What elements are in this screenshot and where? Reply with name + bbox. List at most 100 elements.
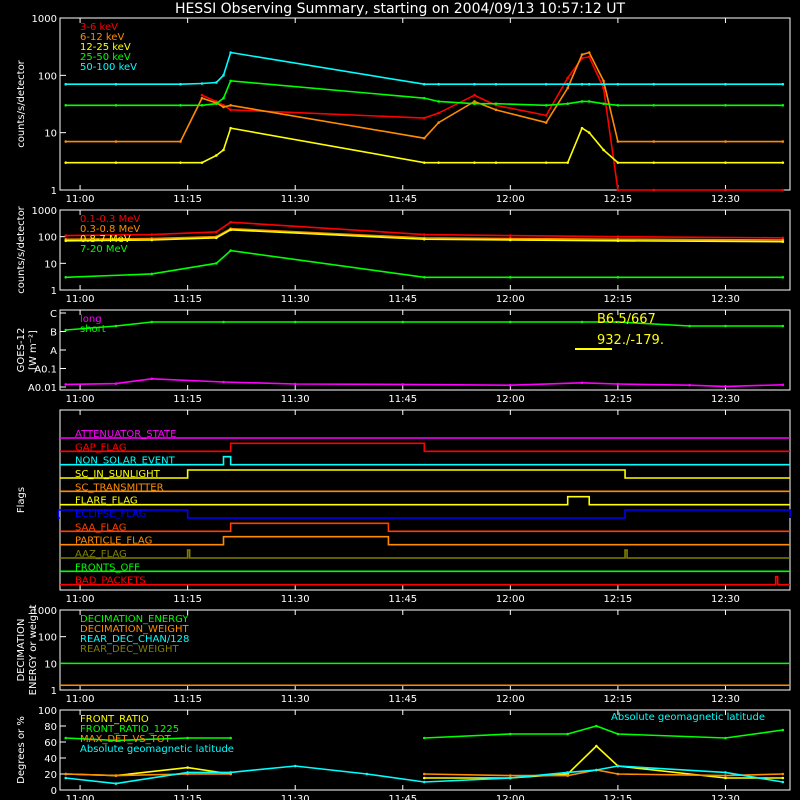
y-axis-label: Flags: [16, 487, 27, 513]
data-point: [509, 383, 512, 387]
data-point: [114, 782, 118, 785]
data-point: [422, 772, 426, 776]
data-point: [422, 736, 426, 740]
data-point: [114, 82, 118, 86]
data-point: [150, 377, 154, 381]
data-point: [293, 382, 297, 386]
data-point: [724, 161, 727, 164]
data-point: [179, 140, 182, 143]
data-point: [293, 764, 297, 768]
data-point: [179, 104, 182, 107]
series-line: [65, 221, 783, 239]
series-line: [65, 321, 783, 331]
page-title: HESSI Observing Summary, starting on 200…: [174, 1, 626, 17]
data-point: [587, 55, 591, 59]
data-point: [724, 188, 727, 192]
data-point: [566, 82, 570, 86]
data-point: [509, 234, 512, 237]
data-point: [781, 188, 785, 192]
flag-line: [60, 455, 790, 466]
data-point: [509, 776, 512, 780]
data-point: [222, 74, 225, 77]
flag-label: BAD_PACKETS: [75, 576, 146, 587]
data-point: [602, 148, 605, 152]
y-tick-label: 60: [44, 738, 57, 749]
data-point: [595, 744, 598, 748]
data-point: [422, 780, 426, 784]
data-point: [724, 776, 727, 780]
data-point: [229, 79, 232, 83]
data-point: [781, 104, 785, 107]
x-tick-label: 12:00: [496, 794, 525, 800]
y-tick-label: A: [50, 346, 57, 357]
x-tick-label: 11:00: [66, 394, 95, 405]
x-tick-label: 11:30: [281, 194, 310, 205]
legend-entry: 0.3-0.8 MeV: [80, 224, 140, 235]
x-tick-label: 11:15: [173, 394, 202, 405]
data-point: [200, 104, 204, 107]
data-point: [566, 774, 570, 777]
data-point: [215, 262, 218, 265]
x-tick-label: 11:45: [388, 794, 417, 800]
data-point: [781, 780, 785, 784]
x-tick-label: 11:30: [281, 694, 310, 705]
data-point: [179, 82, 182, 86]
flag-label: AAZ_FLAG: [75, 549, 127, 560]
data-point: [64, 275, 68, 279]
data-point: [473, 82, 476, 86]
flag-label: GAP_FLAG: [75, 442, 127, 453]
data-point: [580, 320, 584, 324]
legend-entry: 12-25 keV: [80, 42, 131, 53]
y-axis-label: Degrees or %: [16, 716, 27, 784]
data-point: [616, 275, 620, 279]
data-point: [566, 76, 570, 80]
data-point: [509, 320, 512, 324]
y-tick-label: 1: [51, 186, 57, 197]
legend-entry: 6-12 keV: [80, 32, 124, 43]
series-line: [201, 55, 783, 191]
legend-entry: 3-6 keV: [80, 22, 118, 33]
x-tick-label: 11:45: [388, 194, 417, 205]
data-point: [422, 161, 426, 164]
data-point: [602, 82, 605, 86]
series-line: [65, 51, 783, 143]
x-tick-label: 12:15: [603, 394, 632, 405]
data-point: [724, 140, 727, 143]
goes-annotation: B6.5/667: [597, 312, 656, 327]
data-point: [422, 82, 426, 86]
legend-entry: short: [80, 324, 106, 335]
y-tick-label: 80: [44, 722, 57, 733]
x-tick-label: 12:15: [603, 694, 632, 705]
data-point: [401, 320, 405, 324]
legend-entry: MAX_DET_VS_TOT: [80, 734, 172, 745]
data-point: [566, 86, 570, 90]
flag-label: SC_TRANSMITTER: [75, 482, 164, 493]
data-point: [64, 328, 68, 332]
data-point: [229, 228, 232, 232]
data-point: [781, 383, 785, 387]
data-point: [724, 385, 727, 388]
data-point: [602, 79, 605, 83]
y-tick-label: 0: [51, 786, 57, 797]
x-tick-label: 11:30: [281, 294, 310, 305]
y-axis-label: counts/s/detector: [16, 205, 27, 293]
data-point: [114, 739, 118, 742]
flag-label: FLARE_FLAG: [75, 496, 138, 507]
x-tick-label: 11:00: [66, 194, 95, 205]
data-point: [652, 104, 656, 107]
x-tick-label: 12:30: [711, 694, 740, 705]
x-tick-label: 12:30: [711, 294, 740, 305]
y-tick-label: C: [50, 309, 57, 320]
data-point: [544, 82, 548, 86]
data-point: [494, 102, 498, 106]
data-point: [616, 732, 620, 736]
flag-label: FRONTS_OFF: [75, 562, 140, 573]
data-point: [724, 82, 727, 86]
legend-entry: 50-100 keV: [80, 62, 137, 73]
y-tick-label: 10: [44, 659, 57, 670]
flag-line: [60, 575, 790, 586]
y-tick-label: B: [50, 328, 57, 339]
data-point: [781, 728, 785, 732]
data-point: [781, 275, 785, 279]
data-point: [150, 238, 154, 242]
